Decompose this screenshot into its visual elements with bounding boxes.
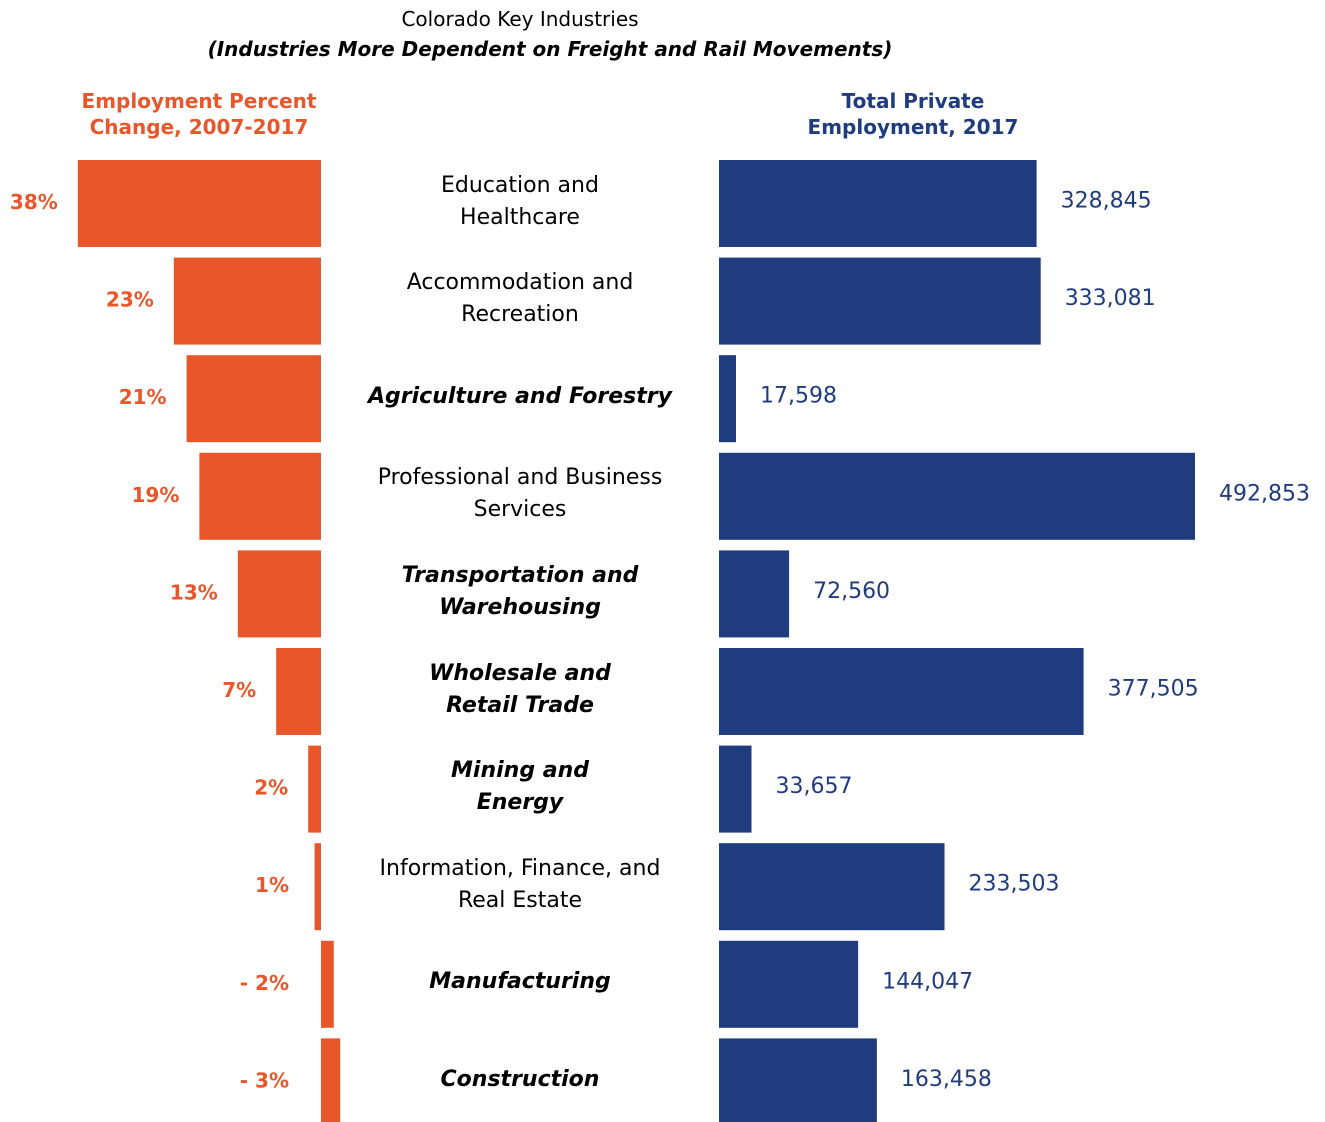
value-label: 163,458 [901, 1067, 992, 1092]
category-label: Education and Healthcare [441, 172, 599, 230]
category-label: Construction [440, 1066, 600, 1092]
bar [237, 550, 321, 638]
value-label: 23% [106, 288, 154, 312]
category-label: Professional and Business Services [377, 465, 663, 523]
bar [719, 550, 790, 638]
bar [719, 648, 1084, 735]
value-label: 72,560 [813, 579, 890, 604]
bar [77, 160, 321, 247]
bar [719, 355, 736, 443]
value-label: 377,505 [1108, 677, 1199, 702]
bar [173, 257, 321, 345]
chart-subtitle: (Industries More Dependent on Freight an… [207, 37, 893, 61]
left-header: Employment Percent Change, 2007-2017 [81, 89, 317, 139]
bar [276, 648, 321, 735]
bar [314, 843, 321, 931]
bar [719, 452, 1195, 540]
category-label: Mining and Energy [451, 758, 589, 816]
bar [719, 1038, 877, 1122]
value-label: 492,853 [1219, 481, 1310, 506]
bar [719, 940, 859, 1028]
value-label: - 2% [240, 971, 289, 995]
bar [719, 745, 752, 833]
value-label: - 3% [240, 1068, 289, 1092]
bar [719, 160, 1037, 247]
category-label: Accommodation and Recreation [406, 270, 634, 328]
category-label: Transportation and Warehousing [401, 562, 639, 620]
value-label: 1% [255, 873, 289, 897]
bar [199, 452, 321, 540]
bar [719, 843, 945, 931]
bar [321, 940, 334, 1028]
value-label: 13% [170, 580, 218, 604]
category-label: Agriculture and Forestry [368, 383, 672, 409]
value-label: 38% [10, 190, 58, 214]
value-label: 19% [132, 483, 180, 507]
bar [719, 257, 1041, 345]
bar [308, 745, 321, 833]
value-label: 144,047 [882, 969, 973, 994]
value-label: 2% [254, 776, 288, 800]
bar [186, 355, 321, 443]
category-label: Manufacturing [429, 969, 611, 995]
chart-title: Colorado Key Industries [401, 7, 639, 31]
value-label: 7% [222, 678, 256, 702]
category-label: Wholesale and Retail Trade [429, 660, 611, 718]
value-label: 333,081 [1065, 286, 1156, 311]
value-label: 233,503 [969, 872, 1060, 897]
value-label: 21% [119, 385, 167, 409]
value-label: 328,845 [1061, 189, 1152, 214]
bar [321, 1038, 341, 1122]
right-header: Total Private Employment, 2017 [807, 89, 1019, 139]
category-label: Information, Finance, and Real Estate [379, 855, 661, 913]
value-label: 17,598 [760, 384, 837, 409]
value-label: 33,657 [776, 774, 853, 799]
